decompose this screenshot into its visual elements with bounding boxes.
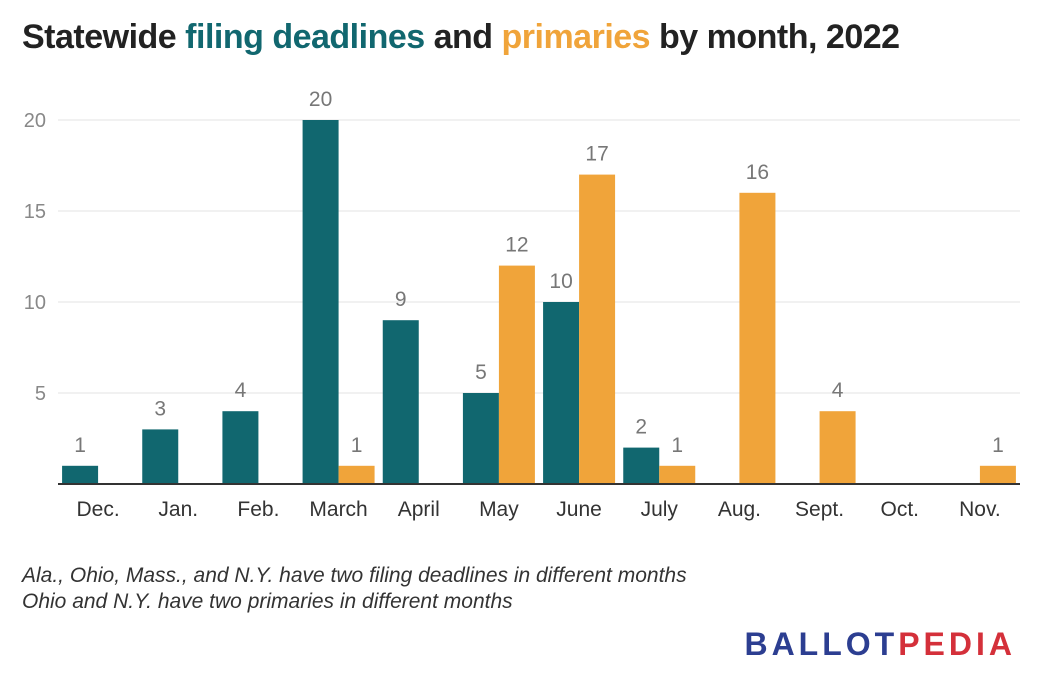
footnote-filing: Ala., Ohio, Mass., and N.Y. have two fil… [22, 564, 687, 587]
bar-filing [62, 465, 99, 484]
y-tick-label: 5 [35, 383, 46, 405]
x-tick-label: March [309, 498, 367, 521]
bar-filing [623, 447, 660, 484]
data-label: 16 [746, 161, 769, 184]
data-label: 12 [505, 234, 528, 257]
footnotes: Ala., Ohio, Mass., and N.Y. have two fil… [22, 563, 687, 615]
title-text-2: and [424, 18, 502, 56]
bar-filing [222, 411, 259, 484]
data-label: 5 [475, 361, 487, 384]
data-label: 20 [309, 88, 332, 111]
data-label: 2 [635, 416, 647, 439]
y-tick-label: 15 [24, 201, 46, 223]
bar-primaries [739, 192, 776, 485]
bar-primaries [819, 411, 856, 484]
x-tick-label: Feb. [237, 498, 279, 521]
footnote-primaries: Ohio and N.Y. have two primaries in diff… [22, 590, 513, 613]
title-filing-deadlines: filing deadlines [185, 18, 425, 56]
title-text-3: by month, 2022 [650, 18, 900, 56]
bar-primaries [498, 265, 535, 484]
bar-filing [462, 393, 499, 484]
bar-primaries [979, 465, 1016, 484]
bar-filing [142, 429, 179, 484]
bar-chart: 51015201Dec.3Jan.4Feb.201March9April512M… [24, 88, 1020, 521]
x-tick-label: May [479, 498, 519, 521]
x-tick-label: Jan. [158, 498, 198, 521]
x-tick-label: July [641, 498, 679, 521]
data-label: 1 [992, 434, 1004, 457]
x-tick-label: Dec. [76, 498, 119, 521]
x-tick-label: Nov. [959, 498, 1001, 521]
x-tick-label: Oct. [880, 498, 919, 521]
title-text-1: Statewide [22, 18, 186, 56]
bar-primaries [338, 465, 375, 484]
y-tick-label: 10 [24, 292, 46, 314]
bar-filing [382, 320, 419, 484]
bar-primaries [579, 174, 616, 484]
data-label: 3 [154, 397, 166, 420]
data-label: 1 [74, 434, 86, 457]
data-label: 4 [832, 379, 844, 402]
chart-title: Statewide filing deadlines and primaries… [22, 18, 900, 57]
x-tick-label: June [556, 498, 602, 521]
logo-pedia: PEDIA [898, 626, 1016, 662]
y-tick-label: 20 [24, 110, 46, 132]
data-label: 9 [395, 288, 407, 311]
x-tick-label: Sept. [795, 498, 844, 521]
title-primaries: primaries [501, 18, 651, 56]
data-label: 4 [235, 379, 247, 402]
ballotpedia-logo: BALLOTPEDIA [744, 626, 1016, 663]
data-label: 1 [351, 434, 363, 457]
logo-ballot: BALLOT [744, 626, 899, 662]
data-label: 1 [671, 434, 683, 457]
bar-filing [302, 120, 339, 484]
data-label: 10 [549, 270, 572, 293]
x-tick-label: April [398, 498, 440, 521]
x-tick-label: Aug. [718, 498, 761, 521]
bar-filing [543, 302, 580, 484]
data-label: 17 [585, 143, 608, 166]
bar-primaries [659, 465, 696, 484]
